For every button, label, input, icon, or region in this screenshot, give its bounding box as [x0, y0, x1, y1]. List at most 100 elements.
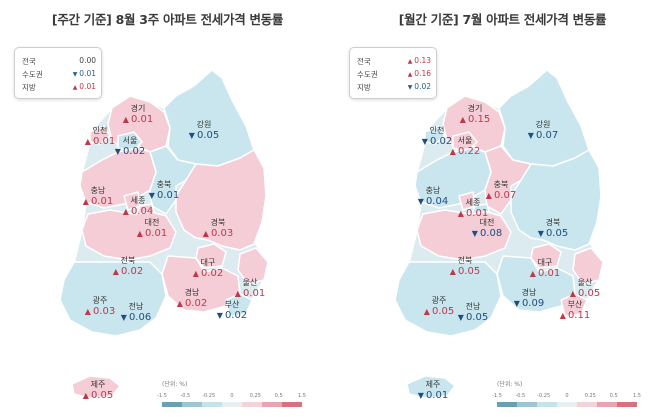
up-arrow-icon: ▲ — [202, 229, 209, 238]
region-name: 충남 — [90, 186, 106, 195]
up-arrow-icon: ▲ — [234, 289, 241, 298]
region-name: 서울 — [122, 136, 138, 145]
region-label: 대전 ▲ 0.01 — [130, 218, 174, 240]
legend-tick: -0.25 — [537, 393, 551, 399]
region-shape[interactable] — [225, 293, 253, 317]
region-name: 대구 — [200, 258, 216, 267]
region-shape[interactable] — [416, 209, 512, 261]
legend-swatch — [497, 402, 517, 407]
down-arrow-icon: ▼ — [421, 137, 428, 146]
region-name: 대구 — [537, 258, 553, 267]
summary-label: 지방 — [22, 83, 36, 92]
region-value: ▼ 0.05 — [188, 130, 220, 141]
region-value: ▲ 0.01 — [122, 114, 154, 125]
region-value: ▼ 0.02 — [421, 136, 453, 147]
region-shape[interactable] — [424, 125, 446, 145]
summary-value: ▲ 0.13 — [407, 56, 431, 65]
region-shape[interactable] — [452, 131, 478, 153]
region-name: 인천 — [429, 126, 445, 135]
region-label: 강원 ▼ 0.07 — [521, 120, 565, 142]
region-label: 경기 ▲ 0.15 — [453, 104, 497, 126]
up-arrow-icon: ▲ — [529, 269, 536, 278]
up-arrow-icon: ▲ — [569, 289, 576, 298]
region-shape[interactable] — [498, 69, 590, 167]
region-label: 울산 ▲ 0.01 — [228, 278, 272, 300]
up-arrow-icon: ▲ — [84, 137, 91, 146]
region-shape[interactable] — [89, 125, 111, 145]
region-shape[interactable] — [510, 149, 602, 251]
legend-unit: (단위: %) — [497, 381, 523, 388]
up-arrow-icon: ▲ — [192, 269, 199, 278]
region-value: ▲ 0.01 — [82, 196, 114, 207]
region-value: ▲ 0.07 — [485, 190, 517, 201]
region-value: ▲ 0.01 — [84, 136, 116, 147]
region-label: 인천 ▲ 0.01 — [78, 126, 122, 148]
region-name: 충북 — [493, 180, 509, 189]
region-shape[interactable] — [59, 261, 167, 337]
region-name: 대전 — [479, 218, 495, 227]
region-value: ▲ 0.11 — [559, 310, 591, 321]
region-value: ▲ 0.04 — [122, 206, 154, 217]
region-shape[interactable] — [560, 293, 588, 317]
up-arrow-icon: ▲ — [449, 147, 456, 156]
summary-box: 전국 ▲ 0.13 수도권 ▲ 0.16 지방 ▼ 0.02 — [349, 47, 437, 99]
region-value: ▲ 0.03 — [202, 228, 234, 239]
down-arrow-icon: ▼ — [148, 191, 155, 200]
region-value: ▲ 0.05 — [449, 266, 481, 277]
down-arrow-icon: ▼ — [417, 391, 424, 400]
summary-row: 수도권 ▼ 0.01 — [22, 69, 96, 80]
region-shape[interactable] — [175, 149, 267, 251]
up-arrow-icon: ▲ — [449, 267, 456, 276]
summary-box: 전국 0.00 수도권 ▼ 0.01 지방 ▲ 0.01 — [14, 47, 102, 99]
region-value: ▼ 0.01 — [148, 190, 180, 201]
legend-swatch — [577, 402, 597, 407]
legend-tick: -0.25 — [202, 393, 216, 399]
region-label: 인천 ▼ 0.02 — [415, 126, 459, 148]
region-name: 전북 — [120, 256, 136, 265]
region-shape[interactable] — [237, 247, 269, 285]
region-label: 경남 ▼ 0.09 — [507, 288, 551, 310]
region-shape[interactable] — [572, 247, 604, 285]
legend-tick: -0.5 — [515, 393, 526, 399]
down-arrow-icon: ▼ — [417, 197, 424, 206]
region-label: 세종 ▲ 0.04 — [116, 196, 160, 218]
korea-map — [393, 68, 605, 399]
region-shape[interactable] — [71, 375, 121, 399]
legend-swatch — [182, 402, 202, 407]
region-value: ▲ 0.01 — [136, 228, 168, 239]
region-name: 전남 — [128, 302, 144, 311]
up-arrow-icon: ▲ — [112, 267, 119, 276]
region-value: ▼ 0.01 — [417, 390, 449, 401]
region-shape[interactable] — [117, 131, 143, 153]
panel-title: [주간 기준] 8월 3주 아파트 전세가격 변동률 — [51, 12, 284, 27]
legend-bar — [497, 402, 637, 407]
region-value: ▲ 0.03 — [84, 306, 116, 317]
region-name: 울산 — [242, 278, 258, 287]
region-name: 강원 — [196, 120, 212, 129]
down-arrow-icon: ▼ — [407, 84, 415, 91]
region-label: 전북 ▲ 0.05 — [443, 256, 487, 278]
up-arrow-icon: ▲ — [122, 115, 129, 124]
region-name: 제주 — [90, 380, 106, 389]
region-label: 부산 ▲ 0.11 — [553, 300, 597, 322]
region-label: 대전 ▼ 0.08 — [465, 218, 509, 240]
down-arrow-icon: ▼ — [114, 147, 121, 156]
region-shape[interactable] — [406, 375, 456, 399]
region-shape[interactable] — [81, 209, 177, 261]
up-arrow-icon: ▲ — [136, 229, 143, 238]
up-arrow-icon: ▲ — [459, 115, 466, 124]
region-shape[interactable] — [394, 261, 502, 337]
region-name: 광주 — [431, 296, 447, 305]
legend-swatch — [537, 402, 557, 407]
up-arrow-icon: ▲ — [457, 209, 464, 218]
region-label: 광주 ▲ 0.05 — [417, 296, 461, 318]
legend-swatch — [222, 402, 242, 407]
region-name: 경북 — [210, 218, 226, 227]
region-name: 경남 — [184, 288, 200, 297]
region-value: ▲ 0.22 — [449, 146, 481, 157]
summary-row: 지방 ▼ 0.02 — [357, 82, 431, 93]
region-value: ▼ 0.05 — [457, 312, 489, 323]
region-value: ▼ 0.09 — [513, 298, 545, 309]
region-name: 세종 — [130, 196, 146, 205]
region-shape[interactable] — [163, 69, 255, 167]
